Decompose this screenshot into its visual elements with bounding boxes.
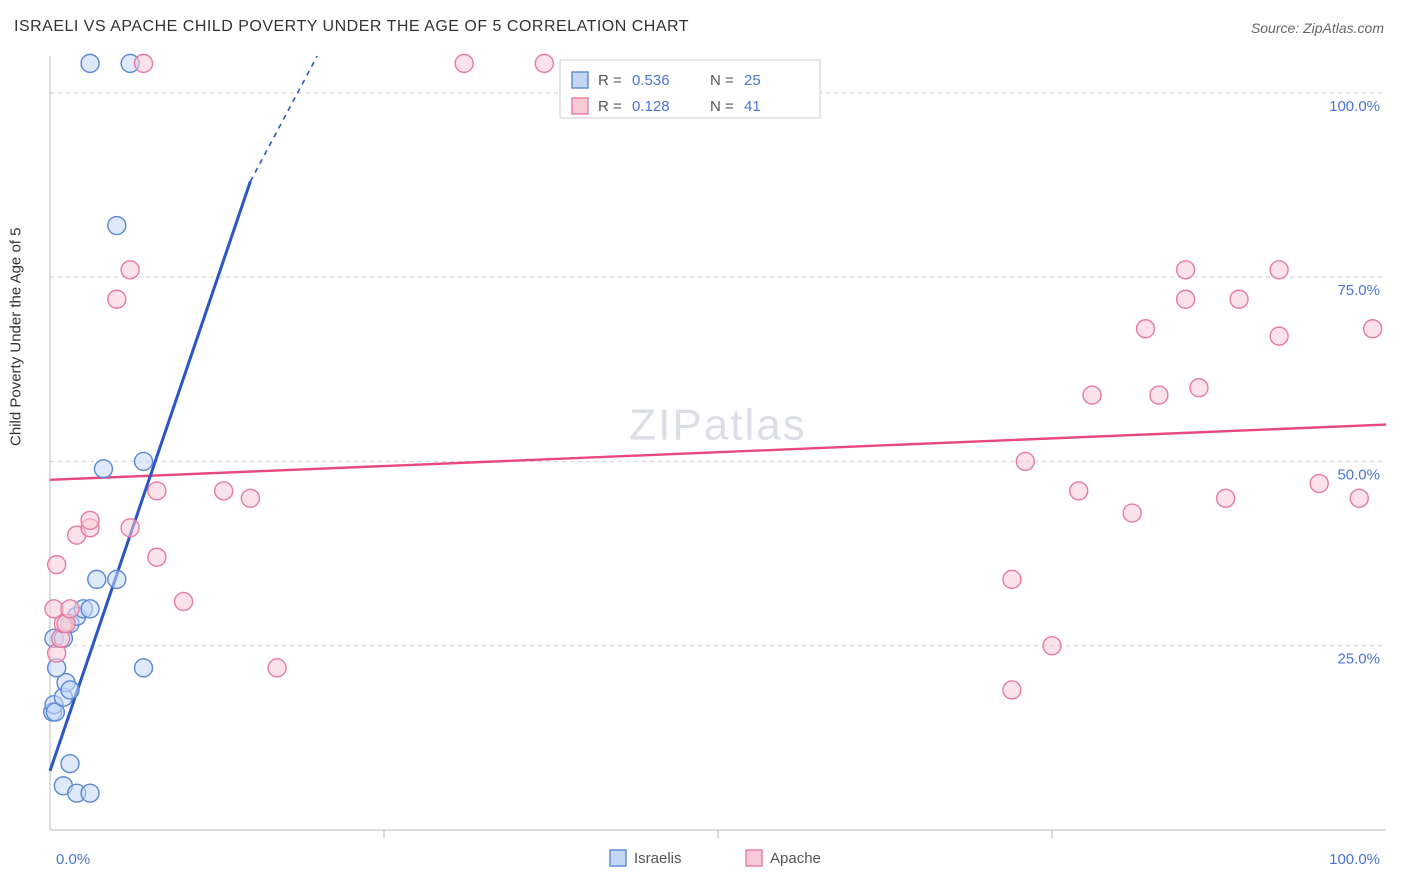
- scatter-point: [1217, 489, 1235, 507]
- stats-n-label: N =: [710, 72, 734, 89]
- scatter-point: [81, 54, 99, 72]
- scatter-point: [1350, 489, 1368, 507]
- scatter-point: [1190, 379, 1208, 397]
- stats-r-value: 0.536: [632, 72, 670, 89]
- y-tick-label: 75.0%: [1337, 282, 1380, 299]
- stats-swatch: [572, 98, 588, 114]
- scatter-point: [1083, 386, 1101, 404]
- scatter-point: [268, 659, 286, 677]
- stats-r-label: R =: [598, 72, 622, 89]
- scatter-point: [135, 54, 153, 72]
- scatter-point: [61, 755, 79, 773]
- scatter-point: [61, 681, 79, 699]
- y-tick-label: 25.0%: [1337, 651, 1380, 668]
- stats-r-value: 0.128: [632, 98, 670, 115]
- scatter-point: [1364, 320, 1382, 338]
- scatter-point: [81, 600, 99, 618]
- scatter-point: [455, 54, 473, 72]
- source-label: Source: ZipAtlas.com: [1251, 20, 1384, 36]
- scatter-point: [81, 511, 99, 529]
- trend-line-israelis: [50, 181, 250, 771]
- scatter-point: [45, 600, 63, 618]
- legend-swatch: [746, 850, 762, 866]
- scatter-point: [1177, 290, 1195, 308]
- scatter-point: [61, 600, 79, 618]
- scatter-point: [1003, 681, 1021, 699]
- stats-r-label: R =: [598, 98, 622, 115]
- scatter-point: [121, 519, 139, 537]
- trend-line-israelis-dash: [250, 56, 317, 181]
- scatter-point: [215, 482, 233, 500]
- scatter-point: [121, 261, 139, 279]
- scatter-point: [1230, 290, 1248, 308]
- scatter-point: [148, 482, 166, 500]
- scatter-point: [1123, 504, 1141, 522]
- chart-title: ISRAELI VS APACHE CHILD POVERTY UNDER TH…: [14, 18, 689, 36]
- watermark: ZIPatlas: [629, 400, 806, 449]
- scatter-point: [241, 489, 259, 507]
- scatter-point: [108, 570, 126, 588]
- stats-n-label: N =: [710, 98, 734, 115]
- scatter-point: [1270, 327, 1288, 345]
- stats-n-value: 25: [744, 72, 761, 89]
- scatter-chart: 25.0% 50.0% 75.0% 100.0% 0.0% 100.0% ZIPatlas R…: [0, 0, 1406, 892]
- scatter-point: [48, 556, 66, 574]
- scatter-point: [94, 460, 112, 478]
- legend-label: Apache: [770, 850, 821, 867]
- y-tick-label: 100.0%: [1329, 98, 1380, 115]
- legend-label: Israelis: [634, 850, 682, 867]
- stats-n-value: 41: [744, 98, 761, 115]
- scatter-point: [1043, 637, 1061, 655]
- y-axis-label: Child Poverty Under the Age of 5: [8, 228, 25, 446]
- chart-container: ISRAELI VS APACHE CHILD POVERTY UNDER TH…: [0, 0, 1406, 892]
- scatter-point: [81, 784, 99, 802]
- y-tick-label: 50.0%: [1337, 466, 1380, 483]
- x-tick-label: 100.0%: [1329, 851, 1380, 868]
- scatter-point: [1310, 475, 1328, 493]
- x-tick-label: 0.0%: [56, 851, 90, 868]
- scatter-point: [88, 570, 106, 588]
- scatter-point: [1177, 261, 1195, 279]
- scatter-point: [1070, 482, 1088, 500]
- scatter-point: [1150, 386, 1168, 404]
- scatter-point: [535, 54, 553, 72]
- scatter-point: [135, 452, 153, 470]
- scatter-point: [108, 290, 126, 308]
- scatter-point: [148, 548, 166, 566]
- scatter-point: [1003, 570, 1021, 588]
- scatter-point: [1270, 261, 1288, 279]
- scatter-point: [135, 659, 153, 677]
- scatter-point: [1016, 452, 1034, 470]
- scatter-point: [175, 592, 193, 610]
- scatter-point: [1137, 320, 1155, 338]
- stats-swatch: [572, 72, 588, 88]
- legend-swatch: [610, 850, 626, 866]
- scatter-point: [108, 217, 126, 235]
